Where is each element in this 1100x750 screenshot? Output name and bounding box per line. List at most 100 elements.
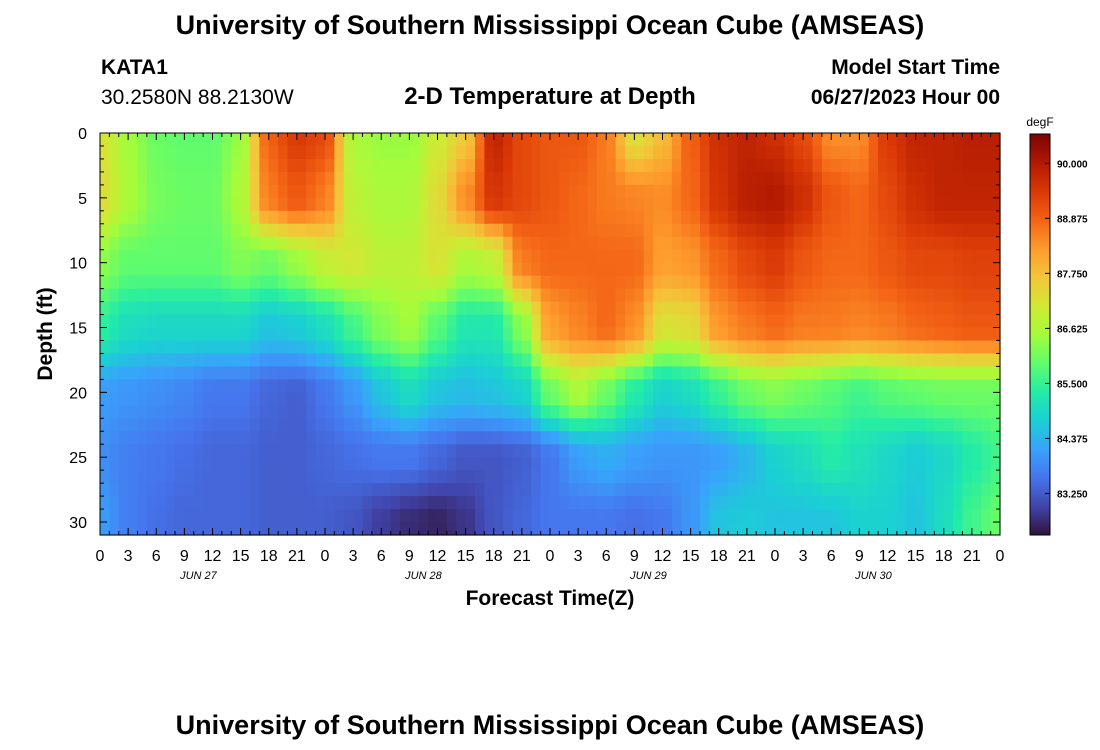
heatmap-cell bbox=[587, 197, 598, 212]
heatmap-cell bbox=[812, 314, 823, 329]
heatmap-cell bbox=[512, 249, 523, 264]
heatmap-cell bbox=[981, 522, 992, 536]
heatmap-cell bbox=[193, 496, 204, 510]
heatmap-cell bbox=[718, 496, 729, 510]
heatmap-cell bbox=[878, 314, 889, 329]
heatmap-cell bbox=[775, 210, 785, 225]
heatmap-cell bbox=[812, 470, 823, 484]
heatmap-cell bbox=[756, 353, 767, 368]
heatmap-cell bbox=[587, 314, 598, 329]
heatmap-cell bbox=[315, 223, 326, 238]
heatmap-cell bbox=[596, 496, 607, 510]
heatmap-cell bbox=[184, 145, 195, 160]
heatmap-cell bbox=[278, 171, 289, 186]
heatmap-cell bbox=[878, 197, 889, 212]
heatmap-cell bbox=[896, 275, 907, 290]
heatmap-cell bbox=[137, 158, 148, 173]
heatmap-cell bbox=[821, 288, 832, 303]
heatmap-cell bbox=[596, 171, 607, 186]
heatmap-cell bbox=[868, 301, 879, 316]
heatmap-cell bbox=[934, 158, 945, 173]
heatmap-cell bbox=[559, 197, 570, 212]
heatmap-cell bbox=[184, 353, 195, 368]
heatmap-cell bbox=[353, 353, 364, 368]
heatmap-cell bbox=[568, 509, 579, 523]
y-axis-label: Depth (ft) bbox=[34, 287, 57, 380]
heatmap-cell bbox=[643, 392, 654, 406]
heatmap-cell bbox=[259, 353, 270, 368]
heatmap-cell bbox=[550, 236, 560, 251]
heatmap-cell bbox=[981, 457, 992, 471]
heatmap-cell bbox=[512, 223, 523, 238]
heatmap-cell bbox=[662, 457, 673, 471]
heatmap-cell bbox=[109, 133, 120, 147]
heatmap-cell bbox=[390, 301, 401, 316]
heatmap-cell bbox=[428, 327, 439, 342]
heatmap-cell bbox=[362, 405, 373, 419]
heatmap-cell bbox=[109, 457, 120, 471]
heatmap-cell bbox=[737, 392, 748, 406]
heatmap-cell bbox=[287, 327, 298, 342]
heatmap-cell bbox=[943, 236, 954, 251]
heatmap-cell bbox=[971, 275, 982, 290]
heatmap-cell bbox=[606, 340, 617, 355]
heatmap-cell bbox=[484, 210, 495, 225]
heatmap-cell bbox=[221, 133, 232, 147]
heatmap-cell bbox=[746, 353, 757, 368]
heatmap-cell bbox=[962, 249, 973, 264]
heatmap-cell bbox=[212, 158, 223, 173]
heatmap-cell bbox=[962, 418, 973, 432]
heatmap-cell bbox=[690, 392, 701, 406]
heatmap-cell bbox=[587, 210, 598, 225]
heatmap-cell bbox=[315, 405, 326, 419]
heatmap-cell bbox=[606, 522, 617, 536]
heatmap-cell bbox=[915, 314, 926, 329]
heatmap-cell bbox=[596, 249, 607, 264]
heatmap-cell bbox=[325, 392, 335, 406]
heatmap-cell bbox=[634, 171, 645, 186]
heatmap-cell bbox=[184, 444, 195, 458]
heatmap-cell bbox=[568, 522, 579, 536]
heatmap-cell bbox=[231, 145, 242, 160]
heatmap-cell bbox=[775, 340, 785, 355]
heatmap-cell bbox=[203, 431, 214, 445]
heatmap-cell bbox=[831, 301, 842, 316]
heatmap-cell bbox=[953, 522, 964, 536]
heatmap-cell bbox=[990, 262, 1001, 277]
heatmap-cell bbox=[390, 133, 401, 147]
heatmap-cell bbox=[662, 158, 673, 173]
heatmap-cell bbox=[400, 522, 410, 536]
heatmap-cell bbox=[296, 457, 307, 471]
heatmap-cell bbox=[203, 249, 214, 264]
heatmap-cell bbox=[165, 431, 176, 445]
heatmap-cell bbox=[428, 158, 439, 173]
heatmap-cell bbox=[868, 158, 879, 173]
heatmap-cell bbox=[859, 392, 870, 406]
heatmap-cell bbox=[700, 262, 710, 277]
heatmap-cell bbox=[840, 158, 851, 173]
heatmap-cell bbox=[690, 236, 701, 251]
heatmap-cell bbox=[821, 353, 832, 368]
heatmap-cell bbox=[212, 275, 223, 290]
heatmap-cell bbox=[643, 145, 654, 160]
heatmap-cell bbox=[456, 327, 467, 342]
heatmap-cell bbox=[446, 249, 457, 264]
heatmap-cell bbox=[540, 340, 551, 355]
heatmap-cell bbox=[868, 340, 879, 355]
heatmap-cell bbox=[596, 483, 607, 497]
heatmap-cell bbox=[812, 133, 823, 147]
heatmap-cell bbox=[371, 314, 382, 329]
heatmap-cell bbox=[737, 314, 748, 329]
heatmap-cell bbox=[615, 262, 626, 277]
heatmap-cell bbox=[859, 171, 870, 186]
heatmap-cell bbox=[700, 158, 710, 173]
heatmap-cell bbox=[437, 392, 448, 406]
heatmap-cell bbox=[718, 418, 729, 432]
heatmap-cell bbox=[821, 210, 832, 225]
heatmap-cell bbox=[915, 522, 926, 536]
heatmap-cell bbox=[887, 392, 898, 406]
heatmap-cell bbox=[746, 431, 757, 445]
heatmap-cell bbox=[240, 236, 251, 251]
heatmap-cell bbox=[465, 301, 476, 316]
heatmap-cell bbox=[943, 431, 954, 445]
